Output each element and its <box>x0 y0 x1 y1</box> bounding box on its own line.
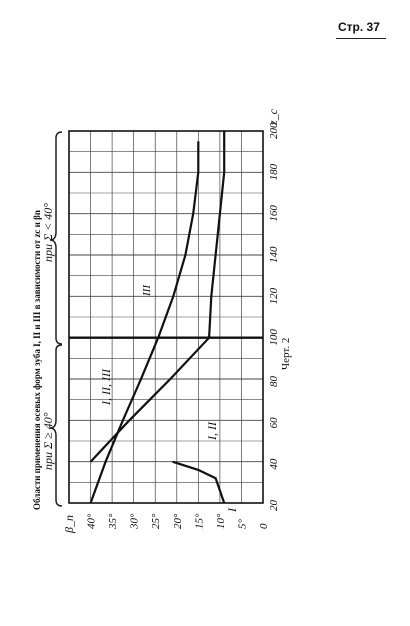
figure-caption: Черт. 2 <box>280 338 292 370</box>
region-label-I: I <box>225 507 239 513</box>
y-axis-label: β_n <box>62 515 76 534</box>
series-line-2 <box>89 131 226 463</box>
x-axis-label: z_c <box>266 108 280 126</box>
region-label-I-II-III: I, II, III <box>99 368 113 406</box>
x-tick-label: 40 <box>268 458 280 470</box>
y-tick-label: 5° <box>236 519 248 530</box>
region-left-label: при Σ ≥ 40° <box>41 412 55 470</box>
x-tick-label: 200 <box>268 122 280 139</box>
y-tick-label: 20° <box>172 513 184 529</box>
left-brace <box>49 344 63 507</box>
x-tick-label: 180 <box>268 163 280 180</box>
x-tick-label: 80 <box>268 376 280 388</box>
x-tick-label: 140 <box>268 246 280 263</box>
x-tick-label: 120 <box>268 287 280 304</box>
x-tick-label: 20 <box>268 500 280 512</box>
y-tick-label: 0 <box>258 523 270 529</box>
region-label-I-II: I, II <box>205 421 219 441</box>
x-tick-label: 160 <box>268 205 280 222</box>
series-line-3 <box>172 460 226 504</box>
x-tick-label: 100 <box>268 329 280 346</box>
right-brace <box>49 131 63 345</box>
y-tick-label: 15° <box>193 513 205 529</box>
y-tick-label: 40° <box>86 513 98 529</box>
y-tick-label: 25° <box>150 513 162 529</box>
region-label-III: III <box>141 284 153 297</box>
page-number: Стр. 37 <box>338 20 380 34</box>
x-tick-label: 60 <box>268 417 280 429</box>
region-braces <box>49 131 63 507</box>
page-number-rule <box>336 38 386 39</box>
y-tick-label: 10° <box>215 513 227 529</box>
series-line-1 <box>89 141 200 504</box>
plot-frame <box>68 130 264 504</box>
region-right-label: при Σ < 40° <box>41 203 55 262</box>
y-tick-label: 35° <box>107 513 119 530</box>
y-tick-label: 30° <box>129 513 141 530</box>
figure-title: Области применения осевых форм зуба I, I… <box>32 210 42 510</box>
